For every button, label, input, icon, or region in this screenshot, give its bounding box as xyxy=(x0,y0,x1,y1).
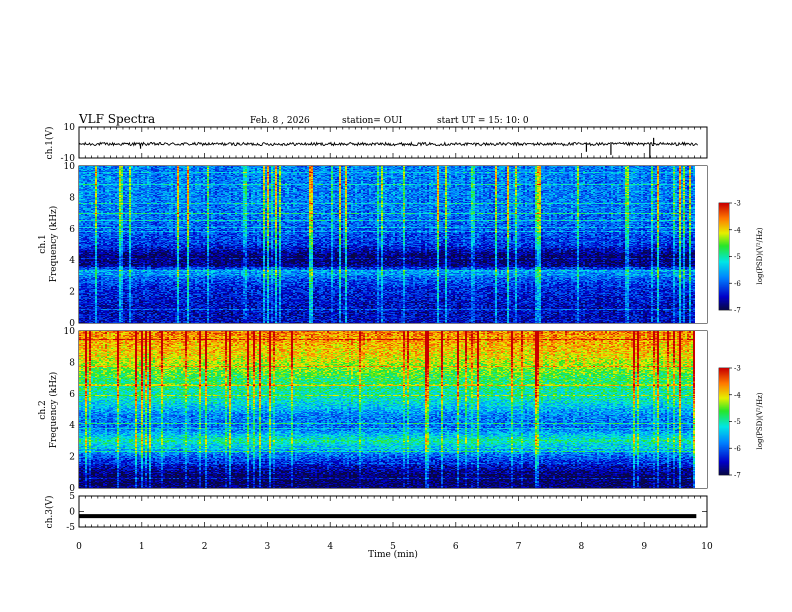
x-tick-label: 2 xyxy=(202,542,208,552)
start-time-label: start UT = 15: 10: 0 xyxy=(437,116,529,126)
ch3-voltage-ylabel: ch.3(V) xyxy=(44,496,55,529)
y-tick-label: 10 xyxy=(64,327,76,337)
x-tick-label: 1 xyxy=(139,542,145,552)
colorbar-tick-label: -6 xyxy=(734,280,741,288)
y-tick-label: 10 xyxy=(64,123,76,133)
x-tick-label: 0 xyxy=(76,542,82,552)
x-axis-label: Time (min) xyxy=(368,549,418,560)
y-tick-label: 2 xyxy=(69,453,75,463)
ch1-voltage-trace xyxy=(78,141,698,147)
y-tick-label: 8 xyxy=(69,193,75,203)
y-tick-label: 4 xyxy=(69,256,75,266)
colorbar-tick-label: -5 xyxy=(734,253,741,261)
ch2-spectrogram-heatmap xyxy=(79,331,707,488)
figure-title: VLF Spectra xyxy=(78,112,155,126)
y-tick-label: 4 xyxy=(69,421,75,431)
ch1-spectrogram-heatmap xyxy=(79,166,707,323)
y-tick-label: 0 xyxy=(69,319,75,329)
colorbar-tick-label: -3 xyxy=(734,200,741,208)
colorbar2-label: log(PSD)(V²/Hz) xyxy=(756,392,764,449)
y-tick-label: -5 xyxy=(66,523,75,533)
y-tick-label: 0 xyxy=(69,508,75,518)
x-tick-label: 3 xyxy=(265,542,271,552)
colorbar-tick-label: -4 xyxy=(734,226,741,234)
x-tick-label: 10 xyxy=(701,542,713,552)
ch2-colorbar xyxy=(719,368,729,475)
ch1-colorbar xyxy=(719,203,729,310)
colorbar-tick-label: -7 xyxy=(734,472,741,480)
date-label: Feb. 8 , 2026 xyxy=(250,116,310,126)
ch1-spectrogram-ylabel: ch.1Frequency (kHz) xyxy=(38,206,59,283)
y-tick-label: -10 xyxy=(61,154,76,164)
y-tick-label: 10 xyxy=(64,162,76,172)
colorbar-tick-label: -4 xyxy=(734,391,741,399)
x-tick-label: 6 xyxy=(453,542,459,552)
y-tick-label: 6 xyxy=(69,225,75,235)
y-tick-label: 0 xyxy=(69,484,75,494)
y-tick-label: 2 xyxy=(69,288,75,298)
colorbar1-label: log(PSD)(V²/Hz) xyxy=(756,227,764,284)
colorbar-tick-label: -7 xyxy=(734,307,741,315)
x-tick-label: 8 xyxy=(579,542,585,552)
x-tick-label: 4 xyxy=(327,542,333,552)
station-label: station= OUI xyxy=(342,116,403,126)
ch1-voltage-ylabel: ch.1(V) xyxy=(44,127,55,160)
x-tick-label: 5 xyxy=(390,542,396,552)
ch2-spectrogram-ylabel: ch.2Frequency (kHz) xyxy=(38,372,59,449)
y-tick-label: 6 xyxy=(69,390,75,400)
y-tick-label: 5 xyxy=(69,492,75,502)
colorbar-tick-label: -5 xyxy=(734,418,741,426)
colorbar-tick-label: -3 xyxy=(734,365,741,373)
x-tick-label: 9 xyxy=(641,542,647,552)
y-tick-label: 8 xyxy=(69,358,75,368)
colorbar-tick-label: -6 xyxy=(734,445,741,453)
x-tick-label: 7 xyxy=(516,542,522,552)
